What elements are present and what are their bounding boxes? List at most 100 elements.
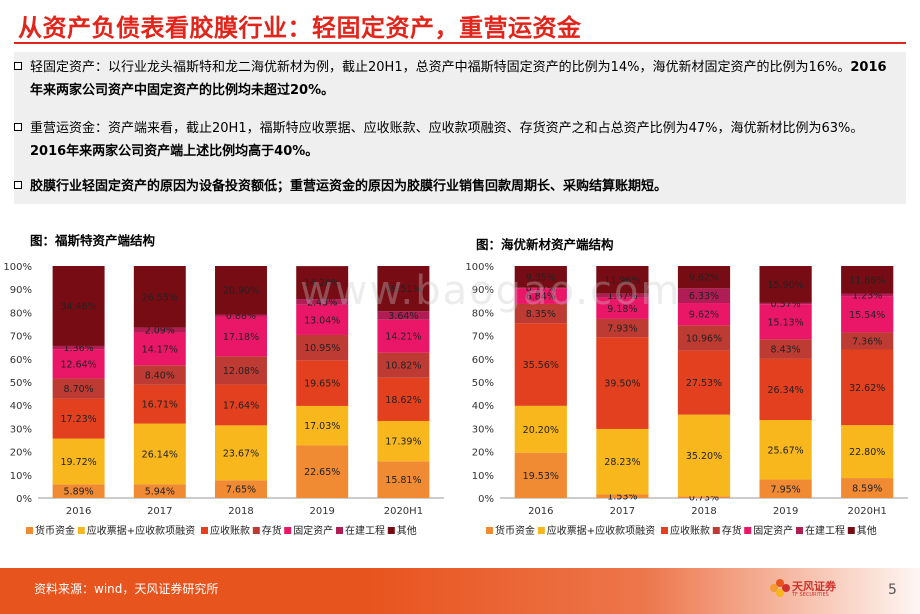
chart-title-hy: 图：海优新材资产端结构 xyxy=(476,237,614,252)
data-label: 20.90% xyxy=(223,286,259,297)
legend-swatch xyxy=(387,527,395,534)
data-label: 16.71% xyxy=(142,400,178,411)
data-label: 28.23% xyxy=(604,457,640,468)
data-label: 9.62% xyxy=(689,310,719,321)
legend-label: 其他 xyxy=(397,524,417,537)
data-label: 14.17% xyxy=(142,344,178,355)
flower-logo-icon xyxy=(770,579,790,597)
paragraph-bold-text: 2016年来两家公司资产中固定资产的比例均未超过20%。 xyxy=(30,60,887,98)
legend-swatch xyxy=(77,527,85,534)
data-label: 22.80% xyxy=(849,447,885,458)
bar-segment xyxy=(514,288,567,304)
legend-label: 应收票据+应收款项融资 xyxy=(547,524,655,537)
legend-swatch xyxy=(26,527,33,534)
paragraph-working-capital: 重营运资金：资产端来看，截止20H1，福斯特应收票据、应收账款、应收款项融资、存… xyxy=(14,117,894,163)
data-label: 8.40% xyxy=(145,371,175,382)
source-note: 资料来源：wind，天风证券研究所 xyxy=(34,582,219,596)
y-tick-label: 20% xyxy=(10,448,32,459)
data-label: 0.57% xyxy=(771,299,801,310)
bar-segment xyxy=(677,288,731,304)
bar-segment xyxy=(514,303,567,324)
bar-segment xyxy=(296,445,349,498)
summary-box xyxy=(14,52,906,204)
bar-segment xyxy=(377,461,430,498)
legend-label: 在建工程 xyxy=(805,524,845,537)
y-tick-label: 10% xyxy=(472,471,494,482)
paragraph-reason: 胶膜行业轻固定资产的原因为设备投资额低；重营运资金的原因为胶膜行业销售回款周期长… xyxy=(14,175,894,198)
y-tick-label: 90% xyxy=(472,285,494,296)
data-label: 17.23% xyxy=(60,414,96,425)
paragraph-text: 重营运资金：资产端来看，截止20H1，福斯特应收票据、应收账款、应收款项融资、存… xyxy=(30,121,864,136)
bar-segment xyxy=(677,350,731,415)
data-label: 5.89% xyxy=(64,487,94,498)
legend-label: 固定资产 xyxy=(753,524,793,537)
data-label: 1.23% xyxy=(852,290,882,301)
legend-swatch xyxy=(537,527,545,534)
bar-segment xyxy=(841,332,894,350)
data-label: 15.13% xyxy=(767,317,803,328)
legend-label: 在建工程 xyxy=(345,524,385,537)
bar-segment xyxy=(133,332,186,366)
y-tick-label: 80% xyxy=(10,308,32,319)
title-divider xyxy=(14,42,906,44)
bar-segment xyxy=(52,349,105,379)
data-label: 26.14% xyxy=(142,449,178,460)
data-label: 14.21% xyxy=(385,332,421,343)
legend-label: 其他 xyxy=(857,524,877,537)
bar-segment xyxy=(133,423,186,485)
data-label: 9.35% xyxy=(526,272,556,283)
y-tick-label: 70% xyxy=(10,332,32,343)
data-label: 35.20% xyxy=(686,451,722,462)
bar-segment xyxy=(377,266,430,312)
paragraph-fixed-assets: 轻固定资产：以行业龙头福斯特和龙二海优新材为例，截止20H1，总资产中福斯特固定… xyxy=(14,56,894,102)
data-label: 0.73% xyxy=(689,493,719,504)
y-tick-label: 50% xyxy=(10,378,32,389)
data-label: 11.96% xyxy=(604,275,640,286)
bar-segment xyxy=(841,478,894,498)
bar-segment xyxy=(677,496,731,498)
x-tick-label: 2016 xyxy=(66,506,91,517)
bar-segment xyxy=(677,325,731,351)
bar-segment xyxy=(596,266,649,294)
bar-segment xyxy=(759,339,812,359)
bar-segment xyxy=(377,352,430,378)
legend-swatch xyxy=(284,527,292,534)
bar-segment xyxy=(759,420,812,480)
bar-segment xyxy=(514,323,567,406)
data-label: 26.55% xyxy=(142,292,178,303)
bar-segment xyxy=(52,484,105,498)
data-label: 14.20% xyxy=(304,278,340,289)
chart-title-fst: 图：福斯特资产端结构 xyxy=(30,233,156,248)
data-label: 17.03% xyxy=(304,421,340,432)
data-label: 19.65% xyxy=(304,379,340,390)
bar-segment xyxy=(215,314,267,317)
legend-label: 应收账款 xyxy=(210,524,250,537)
data-label: 1.67% xyxy=(607,291,637,302)
legend-label: 固定资产 xyxy=(293,524,333,537)
chart-hy-asset-structure: 0% 10% 20% 30% 40% 50% 60% 70% 80% 90% 100% 19.53% 2… xyxy=(465,262,908,537)
data-label: 15.90% xyxy=(767,280,803,291)
bullet-icon xyxy=(14,181,22,189)
bar-segment xyxy=(514,405,567,453)
data-label: 7.95% xyxy=(771,484,801,495)
bar-segment xyxy=(133,266,186,328)
y-tick-label: 50% xyxy=(472,378,494,389)
bar-segment xyxy=(133,327,186,333)
bar-segment xyxy=(596,318,649,338)
bar-segment xyxy=(596,297,649,319)
x-tick-label: 2016 xyxy=(528,506,553,517)
bullet-icon xyxy=(14,62,22,70)
legend-swatch xyxy=(712,527,720,534)
bar-segment xyxy=(133,384,186,424)
bar-segment xyxy=(514,266,567,288)
data-label: 23.67% xyxy=(223,448,259,459)
bar-segment xyxy=(841,293,894,297)
y-tick-label: 100% xyxy=(465,262,494,273)
bar-segment xyxy=(52,345,105,350)
data-label: 1.53% xyxy=(607,492,637,503)
legend-swatch xyxy=(336,527,343,534)
y-tick-label: 70% xyxy=(472,332,494,343)
bar-segment xyxy=(52,438,105,485)
data-label: 19.53% xyxy=(523,471,559,482)
data-label: 7.65% xyxy=(226,485,256,496)
